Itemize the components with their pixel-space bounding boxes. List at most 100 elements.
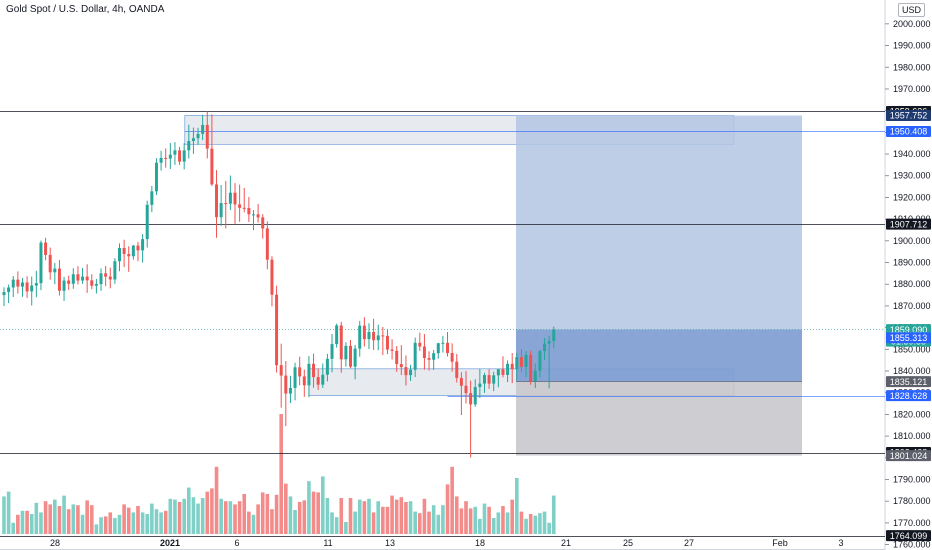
price-tick-label: 1780.000 [893, 496, 931, 506]
candle-body [30, 285, 34, 292]
candle [409, 364, 413, 381]
volume-bar [247, 511, 251, 534]
candle [367, 323, 371, 350]
volume-bar [510, 499, 514, 534]
price-tick-label: 1930.000 [893, 171, 931, 181]
time-tick-label: 25 [623, 538, 633, 548]
price-tick-label: 1890.000 [893, 258, 931, 268]
candle-body [168, 154, 172, 159]
candle-body [288, 387, 292, 394]
candle-body [533, 370, 537, 382]
candle-body [251, 214, 255, 216]
candle [76, 266, 80, 285]
candle [108, 267, 112, 289]
candle [399, 345, 403, 376]
candle [344, 342, 348, 367]
candle [90, 274, 94, 290]
volume-bar [487, 506, 491, 534]
price-label-text: 1828.628 [890, 391, 928, 401]
volume-bar [533, 515, 538, 534]
candle [335, 323, 339, 348]
volume-bar [445, 484, 450, 534]
candle-body [478, 383, 482, 388]
price-label: 1835.121 [886, 376, 931, 388]
candle-body [302, 376, 306, 386]
candle [538, 349, 542, 378]
volume-bar [25, 510, 29, 534]
volume-bar [385, 506, 390, 534]
volume-bar [251, 514, 256, 534]
candle [145, 200, 149, 248]
candle [390, 339, 394, 360]
price-tick-label: 1920.000 [893, 192, 931, 202]
volume-bar [376, 501, 381, 534]
candle-body [94, 284, 98, 286]
price-tick-label: 1820.000 [893, 409, 931, 419]
price-label-text: 1855.313 [890, 333, 928, 343]
candle-body [501, 369, 505, 375]
candle-body [293, 367, 297, 388]
candle-body [178, 150, 182, 162]
candle [99, 268, 103, 291]
candle [358, 320, 362, 357]
candle-body [90, 280, 94, 286]
candle [34, 270, 38, 298]
candle-body [118, 247, 121, 262]
candle-body [459, 377, 463, 386]
candle-body [233, 192, 237, 205]
volume-bar [524, 518, 528, 534]
volume-bar [265, 494, 270, 534]
time-tick-label: 11 [323, 538, 332, 548]
candle [205, 111, 209, 159]
candle [501, 356, 505, 378]
price-label-bg [886, 332, 931, 344]
volume-bar [334, 517, 339, 534]
candle [330, 333, 334, 373]
price-label-text: 1801.024 [890, 451, 928, 461]
volume-bar [76, 505, 80, 534]
currency-button[interactable]: USD [898, 3, 926, 17]
price-label-text: 1907.712 [890, 219, 928, 229]
volume-bar [200, 498, 205, 534]
candle [238, 184, 242, 222]
volume-bar [473, 506, 478, 534]
candle [94, 279, 98, 294]
candle [251, 210, 255, 231]
candle-body [275, 294, 279, 366]
candle-body [210, 148, 214, 185]
candle [256, 203, 260, 223]
candle [44, 237, 48, 261]
time-tick-label: 13 [385, 538, 395, 548]
candle [71, 268, 75, 289]
candle-body [543, 343, 547, 352]
time-tick-label: Feb [772, 538, 788, 548]
candle [164, 148, 168, 168]
candle-body [496, 369, 500, 376]
candle [150, 185, 154, 213]
volume-bar [344, 522, 348, 534]
volume-bar [173, 499, 177, 534]
candle [104, 265, 108, 287]
volume-bar [168, 498, 173, 534]
candle-body [298, 367, 302, 377]
candle-body [219, 203, 223, 218]
price-label-text: 1859.090 [890, 325, 928, 335]
candle [168, 142, 172, 170]
volume-bar [348, 498, 353, 534]
candle [48, 247, 52, 280]
price-label-text: 1950.408 [890, 127, 928, 137]
volume-bar [399, 497, 404, 534]
candle-body [450, 352, 454, 362]
volume-bar [20, 510, 25, 534]
candle-body [191, 138, 195, 142]
volume-bar [505, 512, 510, 534]
volume-bar [219, 498, 223, 534]
candle [265, 221, 269, 270]
candle-body [464, 385, 468, 394]
candle-body [242, 207, 246, 209]
candle [455, 353, 459, 383]
candle [25, 276, 29, 298]
candle-body [196, 133, 200, 139]
candle [136, 241, 140, 262]
